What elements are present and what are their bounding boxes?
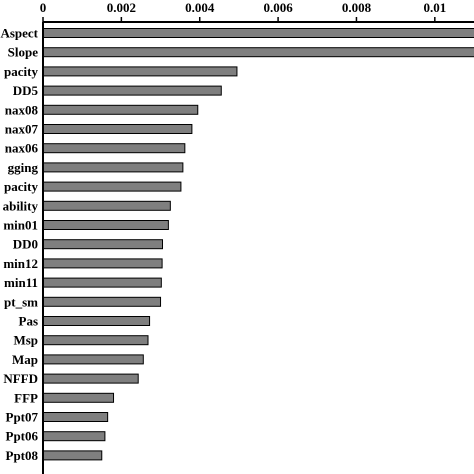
category-label: pacity (4, 64, 38, 79)
bar (42, 258, 163, 269)
bar (42, 66, 238, 77)
category-label: Aspect (0, 26, 38, 41)
category-label: Ppt07 (6, 410, 39, 425)
bar (42, 392, 115, 403)
category-label: nax06 (5, 141, 39, 156)
bar (42, 335, 149, 346)
x-tick-label: 0 (40, 0, 47, 15)
bar (42, 354, 144, 365)
x-tick-label: 0.002 (107, 0, 136, 15)
category-label: Pas (19, 314, 39, 329)
bar (42, 124, 193, 134)
category-label: min11 (4, 275, 38, 290)
category-label: NFFD (3, 371, 38, 386)
x-tick-label: 0.004 (185, 0, 215, 15)
category-label: Map (12, 352, 38, 367)
category-label: Msp (13, 333, 38, 348)
category-label: min12 (3, 256, 38, 271)
bar (42, 450, 103, 461)
bar (42, 181, 182, 192)
category-label: Slope (8, 45, 39, 60)
bar (42, 200, 171, 211)
category-label: Ppt08 (6, 448, 39, 463)
bar (42, 431, 106, 442)
bar (42, 47, 474, 58)
category-label: min01 (3, 218, 38, 233)
bar (42, 85, 222, 96)
x-tick-label: 0.008 (342, 0, 372, 15)
bar (42, 162, 184, 173)
category-label: nax07 (5, 122, 39, 137)
category-label: pt_sm (4, 294, 38, 309)
category-label: Ppt06 (6, 429, 39, 444)
bar (42, 412, 109, 422)
x-axis: 0 0.002 0.004 0.006 0.008 0.01 (40, 0, 446, 22)
category-label: DD5 (13, 83, 39, 98)
bar (42, 296, 162, 307)
bar (42, 28, 474, 38)
x-tick-label: 0.01 (423, 0, 446, 15)
category-label: nax08 (5, 102, 39, 117)
category-label: pacity (4, 179, 38, 194)
category-label: ability (3, 198, 39, 213)
bar (42, 143, 186, 154)
bar (42, 239, 164, 250)
bar (42, 373, 139, 384)
bar (42, 277, 162, 288)
bar (42, 220, 169, 230)
category-label: DD0 (13, 237, 38, 252)
bar (42, 104, 199, 115)
bars (42, 28, 474, 461)
x-tick-label: 0.006 (263, 0, 293, 15)
category-labels: Aspect Slope pacity DD5 nax08 nax07 nax06 gging… (0, 26, 38, 463)
category-label: gging (8, 160, 39, 175)
category-label: FFP (14, 390, 38, 405)
bar (42, 316, 151, 326)
